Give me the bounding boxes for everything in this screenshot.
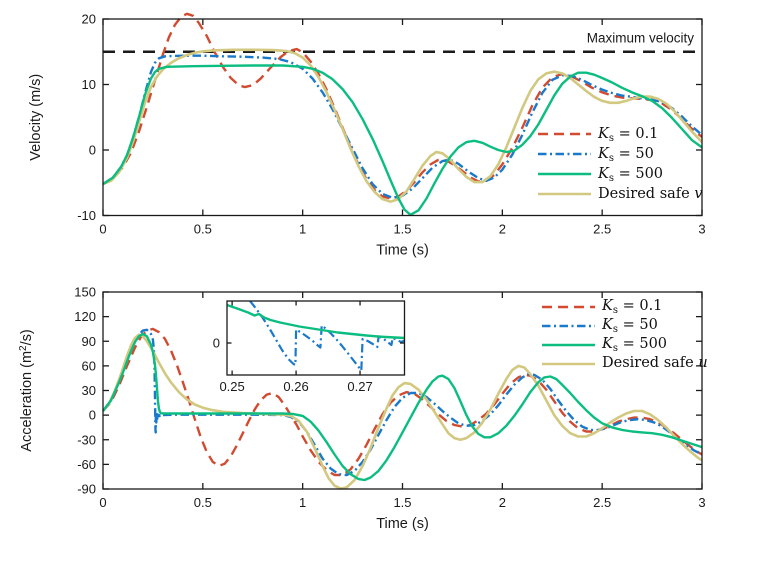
series-k-s-500-inset xyxy=(226,303,405,340)
series-desired-safe-u-acceleration xyxy=(101,333,703,490)
legend-item: Ks = 500 xyxy=(537,164,703,184)
y-tick-label: 30 xyxy=(82,383,96,398)
x-tick-label: 3 xyxy=(698,495,705,510)
inset-axes-box xyxy=(226,300,406,376)
y-tick-label: 0 xyxy=(89,408,96,423)
y-tick-label: 150 xyxy=(74,285,96,300)
x-tick-label: 1.5 xyxy=(393,222,411,237)
x-tick-label: 0.25 xyxy=(219,379,244,394)
series-k-s-0.1-velocity xyxy=(102,12,703,200)
legend-line-sample xyxy=(538,152,591,156)
legend-label: Desired safe v xyxy=(598,185,703,202)
series-k-s-50-inset xyxy=(249,300,406,372)
legend-line-sample xyxy=(538,172,591,176)
x-tick-label: 0 xyxy=(99,495,106,510)
legend-item: Ks = 0.1 xyxy=(541,297,708,316)
legend-line-sample xyxy=(542,343,595,346)
y-tick-label: -10 xyxy=(77,208,96,223)
legend-item: Ks = 0.1 xyxy=(537,124,703,144)
y-tick-label: 0 xyxy=(89,143,96,158)
inset-axes: 0.25 0.26 0.27 0 xyxy=(213,300,406,394)
y-tick-label: -60 xyxy=(77,457,96,472)
y-tick-label: -90 xyxy=(77,482,96,497)
x-tick-label: 0.27 xyxy=(347,379,372,394)
legend-label: Desired safe u xyxy=(602,355,708,372)
y-tick-label: 60 xyxy=(82,358,96,373)
y-tick-label: 120 xyxy=(74,309,96,324)
series-desired-safe-v-velocity xyxy=(102,48,703,203)
velocity-xlabel: Time (s) xyxy=(376,243,429,259)
x-tick-label: 1 xyxy=(299,495,306,510)
legend-label: Ks = 0.1 xyxy=(602,298,663,317)
series-k-s-50-velocity xyxy=(102,54,703,199)
y-tick-label: 0 xyxy=(213,336,220,351)
x-tick-label: 2 xyxy=(499,495,506,510)
legend-label: Ks = 50 xyxy=(598,145,654,164)
legend-item: Desired safe v xyxy=(537,184,703,204)
x-tick-label: 0 xyxy=(99,222,106,237)
legend-item: Desired safe u xyxy=(541,354,708,373)
legend-item: Ks = 50 xyxy=(541,316,708,335)
legend-label: Ks = 0.1 xyxy=(598,125,659,144)
legend-line-sample xyxy=(538,192,591,196)
x-tick-label: 2.5 xyxy=(593,222,611,237)
y-tick-label: 10 xyxy=(82,77,96,92)
legend-item: Ks = 50 xyxy=(537,144,703,164)
acceleration-xlabel: Time (s) xyxy=(376,516,429,532)
x-tick-label: 1.5 xyxy=(393,495,411,510)
legend-label: Ks = 500 xyxy=(602,336,668,355)
y-tick-label: 20 xyxy=(82,12,96,27)
series-k-s-500-acceleration xyxy=(102,332,703,482)
legend-line-sample xyxy=(538,132,591,136)
x-tick-label: 2.5 xyxy=(593,495,611,510)
legend-item: Ks = 500 xyxy=(541,335,708,354)
velocity-legend: Ks = 0.1 Ks = 50 Ks = 500 Desired safe v xyxy=(537,124,703,204)
legend-line-sample xyxy=(542,324,595,327)
legend-line-sample xyxy=(542,305,595,308)
x-tick-label: 0.26 xyxy=(283,379,308,394)
acceleration-legend: Ks = 0.1 Ks = 50 Ks = 500 Desired safe u xyxy=(541,297,708,373)
annotation-maximum-velocity: Maximum velocity xyxy=(587,31,695,46)
y-tick-label: 90 xyxy=(82,334,96,349)
legend-label: Ks = 500 xyxy=(598,165,664,184)
x-tick-label: 3 xyxy=(698,222,705,237)
series-k-s-0.1-acceleration xyxy=(102,327,703,477)
x-tick-label: 0.5 xyxy=(194,495,212,510)
x-tick-label: 1 xyxy=(299,222,306,237)
series-k-s-500-velocity xyxy=(102,64,703,216)
acceleration-axes: 0 0.5 1 1.5 2 2.5 3 -90 -60 -30 0 30 60 90 120 150 Time … xyxy=(18,285,706,533)
inset-background xyxy=(227,301,405,375)
x-tick-label: 0.5 xyxy=(194,222,212,237)
acceleration-ylabel: Acceleration (m2/s) xyxy=(18,329,35,451)
y-tick-label: -30 xyxy=(77,432,96,447)
legend-label: Ks = 50 xyxy=(602,317,658,336)
legend-line-sample xyxy=(542,362,595,365)
velocity-ylabel: Velocity (m/s) xyxy=(28,74,44,161)
x-tick-label: 2 xyxy=(499,222,506,237)
